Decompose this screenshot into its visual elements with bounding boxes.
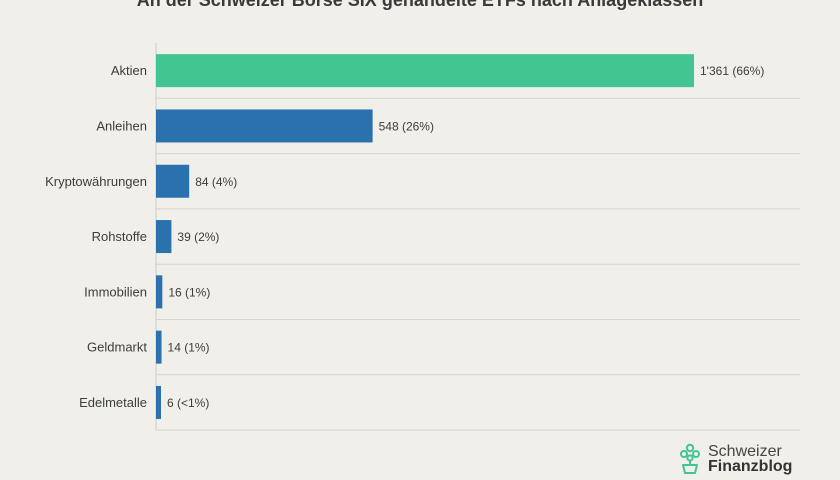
bar — [156, 164, 190, 198]
plant-pot-icon — [680, 443, 700, 474]
category-label: Aktien — [111, 63, 147, 78]
brand-name-line1: Schweizer — [708, 443, 782, 460]
bar — [156, 330, 162, 364]
chart-title: An der Schweizer Börse SIX gehandelte ET… — [136, 0, 704, 10]
category-label: Anleihen — [96, 118, 147, 133]
data-label: 14 (1%) — [168, 341, 210, 355]
bar — [156, 275, 163, 309]
data-label: 548 (26%) — [379, 119, 434, 133]
data-label: 39 (2%) — [177, 230, 219, 244]
category-label: Rohstoffe — [92, 229, 147, 244]
bar — [156, 109, 373, 143]
category-label: Geldmarkt — [87, 340, 147, 355]
data-label: 16 (1%) — [168, 285, 210, 299]
data-label: 6 (<1%) — [167, 396, 209, 410]
category-label: Immobilien — [84, 284, 147, 299]
bars-layer: Aktien 1'361 (66%) Anleihen 548 (26%) Krypto… — [45, 43, 800, 431]
bar — [156, 220, 172, 254]
data-label: 84 (4%) — [195, 175, 237, 189]
category-label: Kryptowährungen — [45, 174, 147, 189]
data-label: 1'361 (66%) — [700, 64, 764, 78]
bar — [156, 54, 694, 88]
category-label: Edelmetalle — [79, 395, 147, 410]
brand-name-line2: Finanzblog — [708, 458, 793, 475]
bar — [156, 385, 161, 419]
brand-logo: Schweizer Finanzblog — [678, 443, 792, 475]
